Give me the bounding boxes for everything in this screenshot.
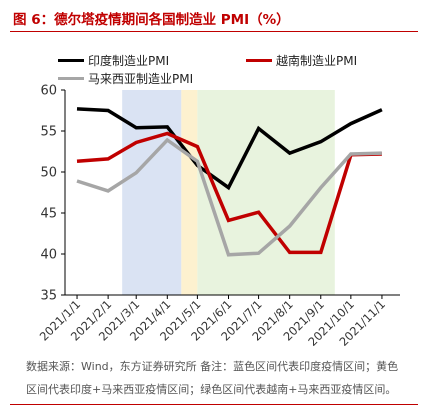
shaded-region-blue-band-0 <box>122 90 182 295</box>
legend-item-india: 印度制造业PMI <box>58 52 169 69</box>
legend-label-malaysia: 马来西亚制造业PMI <box>88 72 194 86</box>
y-tick-label: 40 <box>40 248 57 263</box>
legend-label-vietnam: 越南制造业PMI <box>276 54 358 68</box>
title-divider <box>10 31 418 32</box>
series-line-malaysia <box>76 137 382 257</box>
y-tick-label: 55 <box>40 125 57 140</box>
chart-title: 图 6：德尔塔疫情期间各国制造业 PMI（%） <box>13 12 290 28</box>
shaded-region-green-band-2 <box>197 90 335 295</box>
y-tick-label: 35 <box>40 289 57 304</box>
legend-swatch-malaysia <box>58 77 84 80</box>
source-note-line-1: 数据来源：Wind，东方证券研究所 备注：蓝色区间代表印度疫情区间；黄色 <box>26 360 399 373</box>
series-line-india <box>76 107 383 191</box>
legend-swatch-india <box>58 59 84 62</box>
bottom-divider <box>10 404 418 405</box>
series-line-vietnam <box>76 131 382 255</box>
y-tick-label: 45 <box>40 207 57 222</box>
shaded-region-yellow-band-1 <box>181 90 198 295</box>
y-tick-label: 50 <box>40 166 57 181</box>
legend-label-india: 印度制造业PMI <box>88 54 170 68</box>
y-tick-label: 60 <box>40 84 57 99</box>
legend-item-vietnam: 越南制造业PMI <box>246 52 357 69</box>
legend-swatch-vietnam <box>246 59 272 62</box>
source-note-line-2: 区间代表印度+马来西亚疫情区间；绿色区间代表越南+马来西亚疫情区间。 <box>26 383 397 396</box>
legend-item-malaysia: 马来西亚制造业PMI <box>58 70 193 87</box>
